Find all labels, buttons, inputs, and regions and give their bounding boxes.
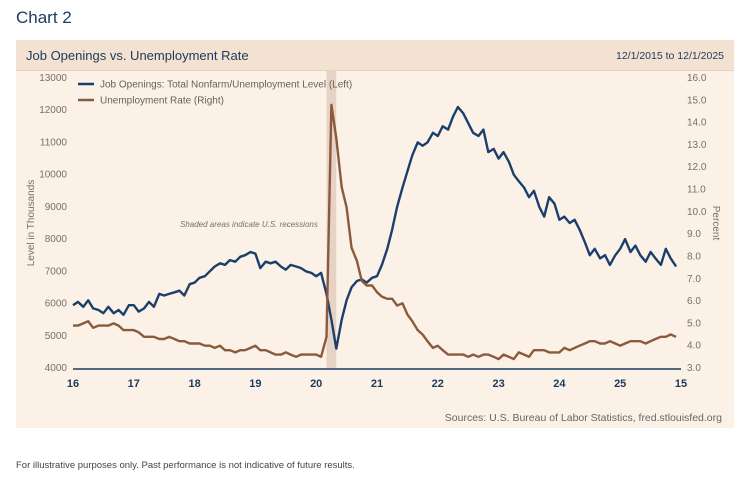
y-right-tick-label: 12.0 — [687, 162, 707, 173]
x-tick-label: 20 — [310, 378, 322, 390]
x-tick-label: 25 — [614, 378, 626, 390]
y-left-tick-label: 12000 — [39, 105, 67, 116]
chart-panel: Job Openings vs. Unemployment Rate 12/1/… — [16, 40, 734, 428]
y-right-tick-label: 7.0 — [687, 274, 701, 285]
recession-band — [326, 70, 337, 368]
y-right-tick-label: 4.0 — [687, 341, 701, 352]
y-right-tick-label: 16.0 — [687, 73, 707, 84]
x-tick-label: 24 — [553, 378, 566, 390]
y-left-tick-label: 10000 — [39, 170, 67, 181]
y-right-tick-label: 14.0 — [687, 118, 707, 129]
chart-source: Sources: U.S. Bureau of Labor Statistics… — [444, 412, 722, 424]
x-tick-label: 18 — [188, 378, 200, 390]
footnote: For illustrative purposes only. Past per… — [16, 460, 355, 471]
y-left-tick-label: 9000 — [45, 202, 68, 213]
x-tick-label: 19 — [249, 378, 261, 390]
y-right-tick-label: 3.0 — [687, 363, 701, 374]
recession-annotation: Shaded areas indicate U.S. recessions — [180, 220, 318, 229]
y-right-axis-title: Percent — [710, 206, 721, 241]
chart-title: Job Openings vs. Unemployment Rate — [26, 48, 249, 63]
legend-label-job-openings: Job Openings: Total Nonfarm/Unemployment… — [100, 80, 352, 91]
series-line-job-openings — [72, 105, 678, 350]
page-heading: Chart 2 — [16, 8, 72, 27]
y-left-tick-label: 4000 — [45, 363, 68, 374]
y-left-axis-title: Level in Thousands — [26, 180, 37, 267]
y-right-tick-label: 9.0 — [687, 229, 701, 240]
y-right-tick-label: 8.0 — [687, 251, 701, 262]
series-line-unemployment — [73, 103, 677, 361]
y-right-tick-label: 15.0 — [687, 95, 707, 106]
y-right-tick-label: 6.0 — [687, 296, 701, 307]
y-left-tick-label: 7000 — [45, 266, 68, 277]
y-left-tick-label: 6000 — [45, 299, 68, 310]
x-tick-label: 21 — [371, 378, 383, 390]
x-tick-label: 17 — [128, 378, 140, 390]
y-left-tick-label: 8000 — [45, 234, 68, 245]
legend-label-unemployment: Unemployment Rate (Right) — [100, 96, 224, 107]
chart-date-range: 12/1/2015 to 12/1/2025 — [615, 50, 724, 62]
x-tick-label: 22 — [432, 378, 444, 390]
x-tick-label: 23 — [492, 378, 504, 390]
y-right-tick-label: 11.0 — [687, 185, 706, 196]
y-left-tick-label: 13000 — [39, 73, 67, 84]
x-tick-label: 15 — [675, 378, 687, 390]
y-left-tick-label: 5000 — [45, 331, 68, 342]
y-left-tick-label: 11000 — [40, 137, 68, 148]
chart-panel-header: Job Openings vs. Unemployment Rate 12/1/… — [16, 40, 734, 71]
x-tick-label: 16 — [67, 378, 79, 390]
chart: 4000 5000 6000 7000 8000 9000 10000 11000 12000 1… — [26, 70, 721, 390]
y-right-tick-label: 13.0 — [687, 140, 707, 151]
y-right-tick-label: 5.0 — [687, 318, 701, 329]
y-right-tick-label: 10.0 — [687, 207, 707, 218]
